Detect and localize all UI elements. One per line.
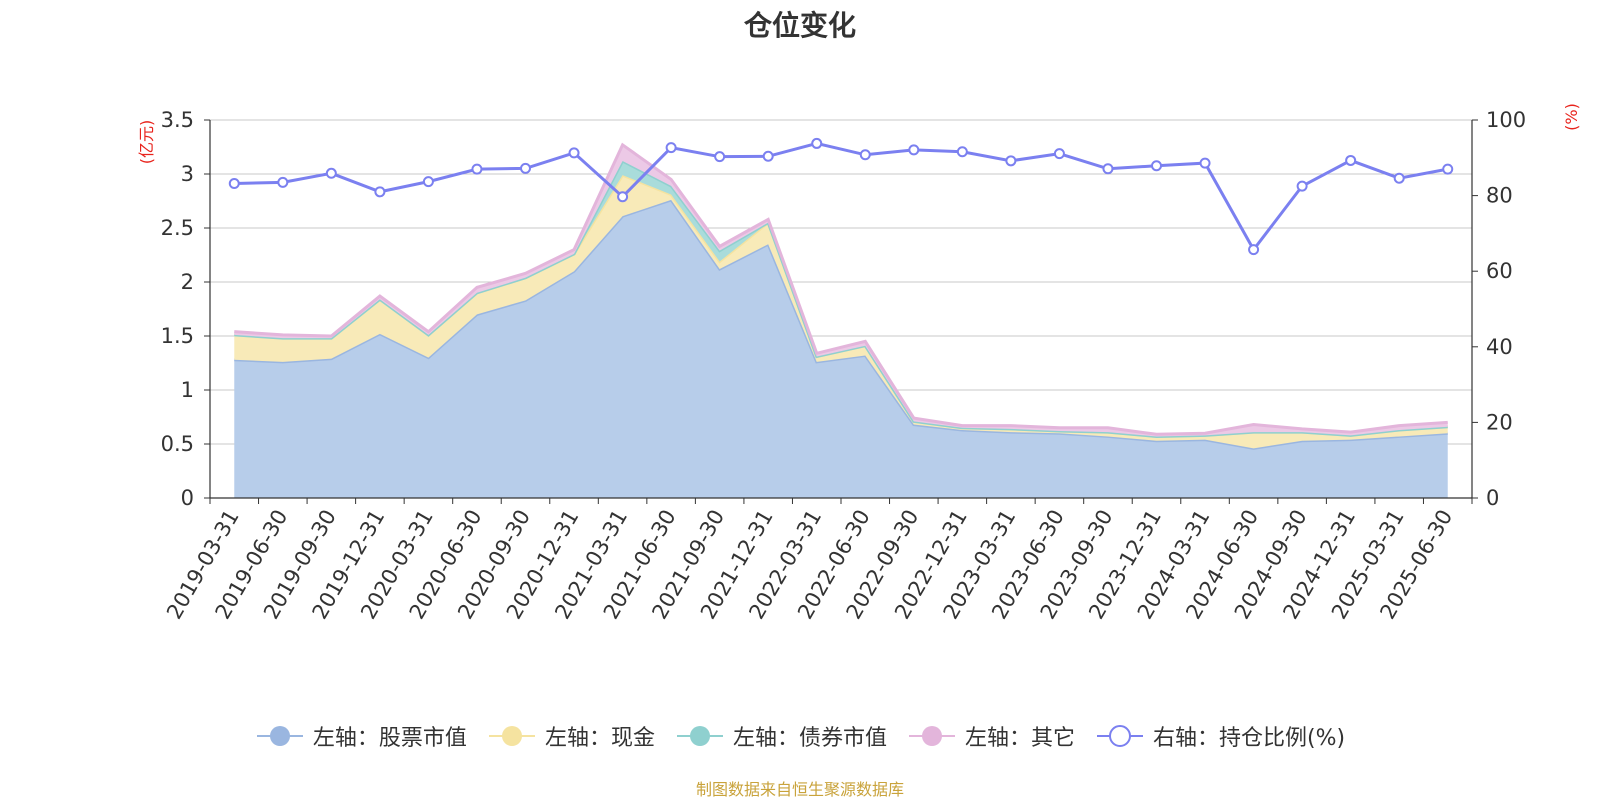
stacked-areas (234, 142, 1448, 499)
ratio-point (374, 186, 386, 198)
legend-swatch-icon (908, 726, 955, 746)
right-tick-label: 0 (1486, 486, 1499, 510)
chart-title: 仓位变化 (743, 9, 856, 42)
left-tick-label: 1.5 (161, 324, 194, 348)
legend-swatch-icon (676, 726, 723, 746)
ratio-point (325, 167, 337, 179)
legend-label: 左轴：股票市值 (312, 726, 467, 751)
legend-item[interactable]: 左轴：现金 (487, 720, 655, 752)
ratio-point (422, 176, 434, 188)
ratio-point (1102, 163, 1114, 175)
ratio-point (714, 151, 726, 163)
x-axis-labels: 2019-03-312019-06-302019-09-302019-12-31… (162, 505, 1457, 623)
ratio-point (1345, 154, 1357, 166)
ratio-point (471, 163, 483, 175)
ratio-point (1053, 148, 1065, 160)
left-axis-unit: (亿元) (137, 120, 156, 165)
axes: (亿元) (%) 0 0.5 1 1.5 2 2.5 3 3.5 0 20 40 60 80 100 (137, 103, 1581, 510)
right-axis-unit: (%) (1562, 103, 1581, 131)
ratio-point (1442, 163, 1454, 175)
right-tick-label: 80 (1486, 184, 1513, 208)
ratio-point (956, 146, 968, 158)
ratio-point (617, 191, 629, 203)
legend-item[interactable]: 右轴：持仓比例(%) (1095, 720, 1345, 752)
legend-swatch-icon (488, 726, 535, 746)
ratio-point (665, 142, 677, 154)
left-tick-label: 3.5 (161, 108, 194, 132)
ratio-point (1296, 180, 1308, 192)
ratio-point (1199, 157, 1211, 169)
ratio-point (277, 176, 289, 188)
legend-label: 左轴：现金 (544, 726, 655, 751)
legend-item[interactable]: 左轴：其它 (907, 720, 1075, 752)
ratio-point (1005, 155, 1017, 167)
area-9ab6e0 (234, 199, 1448, 499)
right-tick-label: 100 (1486, 108, 1526, 132)
legend: 左轴：股票市值 左轴：现金 左轴：债券市值 左轴：其它 右轴：持仓比例(%) (0, 720, 1600, 752)
ratio-point (859, 149, 871, 161)
legend-item[interactable]: 左轴：股票市值 (255, 720, 467, 752)
area-e3b5db (234, 144, 1448, 437)
left-tick-label: 3 (181, 162, 194, 186)
right-tick-label: 40 (1486, 335, 1513, 359)
right-tick-label: 20 (1486, 410, 1513, 434)
source-note: 制图数据来自恒生聚源数据库 (695, 780, 904, 799)
left-tick-label: 0 (181, 486, 194, 510)
legend-item[interactable]: 左轴：债券市值 (675, 720, 887, 752)
ratio-point (1151, 160, 1162, 172)
chart-plot: (亿元) (%) 0 0.5 1 1.5 2 2.5 3 3.5 0 20 40 60 80 100 20… (137, 103, 1581, 623)
left-tick-label: 1 (181, 378, 194, 402)
left-tick-label: 2.5 (161, 216, 194, 240)
ratio-point (908, 144, 920, 156)
right-tick-label: 60 (1486, 259, 1513, 283)
ratio-line-path (234, 141, 1449, 253)
ratio-point (762, 150, 774, 162)
ratio-line (228, 137, 1454, 256)
legend-label: 右轴：持仓比例(%) (1152, 726, 1346, 751)
area-f5e3a0 (234, 175, 1448, 449)
ratio-point (1248, 244, 1260, 256)
ratio-point (568, 147, 580, 159)
legend-label: 左轴：债券市值 (732, 726, 887, 751)
area-top-line (234, 142, 1448, 436)
legend-swatch-icon (1096, 725, 1143, 747)
legend-swatch-icon (256, 726, 303, 746)
ratio-point (811, 137, 823, 149)
left-tick-label: 2 (181, 270, 194, 294)
legend-label: 左轴：其它 (964, 726, 1075, 751)
left-tick-label: 0.5 (161, 432, 194, 456)
ratio-point (1393, 172, 1405, 184)
ratio-point (228, 178, 240, 190)
ratio-point (520, 162, 531, 174)
